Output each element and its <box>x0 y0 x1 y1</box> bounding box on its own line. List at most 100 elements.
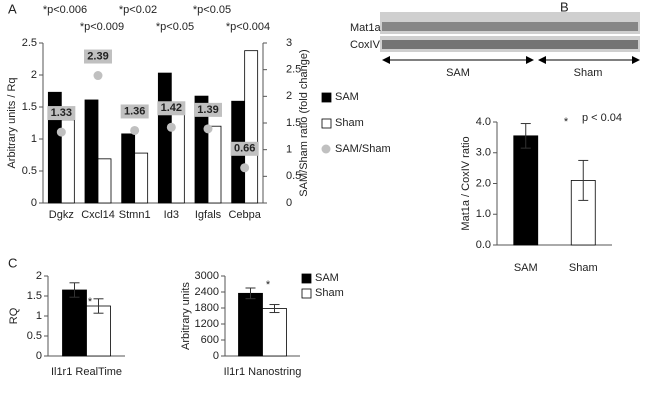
legend-marker <box>301 273 312 284</box>
annotation: p < 0.04 <box>582 112 622 124</box>
legend-label: Sham <box>315 287 344 299</box>
legend-label: Sham <box>335 117 364 129</box>
y-tick-label: 1800 <box>195 302 219 314</box>
bar <box>207 125 222 204</box>
value-label-box <box>120 104 149 119</box>
y-tick-label: 1.0 <box>476 208 491 220</box>
legend-label: SAM <box>315 272 339 284</box>
y-tick-label: 1200 <box>195 318 219 330</box>
y-tick-label: 0 <box>213 350 219 362</box>
ratio-point <box>93 71 103 81</box>
annotation: *p<0.006 <box>43 4 87 16</box>
bar <box>86 305 111 357</box>
y-axis-label: Mat1a / CoxIV ratio <box>460 136 472 230</box>
y-tick-label: 1 <box>36 310 42 322</box>
western-blot: Mat1a CoxIV SAM Sham <box>350 12 640 79</box>
y2-tick-label: 0 <box>286 197 292 209</box>
bar <box>157 72 172 204</box>
y2-tick-label: 2 <box>286 90 292 102</box>
ratio-point <box>240 163 250 173</box>
x-tick-label: Igfals <box>195 209 222 221</box>
y2-axis-label: SAM/Sham ratio (fold change) <box>298 49 310 196</box>
value-label-box <box>47 106 76 121</box>
y2-tick-label: 2.5 <box>286 64 301 76</box>
annotation: * <box>564 116 569 128</box>
bar <box>97 158 112 204</box>
bar <box>121 133 136 204</box>
y-tick-label: 1 <box>31 133 37 145</box>
x-tick-label: Stmn1 <box>119 209 151 221</box>
x-tick-label: Il1r1 Nanostring <box>224 366 302 378</box>
annotation: * <box>88 296 93 308</box>
y-tick-label: 3.0 <box>476 147 491 159</box>
y-tick-label: 0 <box>36 350 42 362</box>
y-tick-label: 0.0 <box>476 239 491 251</box>
x-tick-label: Id3 <box>164 209 179 221</box>
value-label: 1.36 <box>124 105 145 117</box>
value-label: 1.42 <box>161 102 182 114</box>
blot-group: SAM <box>446 67 470 79</box>
annotation: * <box>266 279 271 291</box>
y-tick-label: 2 <box>36 270 42 282</box>
y-tick-label: 2400 <box>195 286 219 298</box>
blot-label: CoxIV <box>350 39 381 51</box>
y-tick-label: 2 <box>31 69 37 81</box>
bar <box>238 292 263 357</box>
y-axis-label: RQ <box>8 307 20 324</box>
bar <box>513 135 539 246</box>
arrow-head <box>526 56 534 64</box>
arrow-head <box>538 56 546 64</box>
legend-marker <box>321 118 332 129</box>
panel-label: C <box>8 255 17 270</box>
ratio-point <box>166 122 176 132</box>
annotation: *p<0.009 <box>80 21 124 33</box>
ratio-point <box>203 124 213 134</box>
x-tick-label: Sham <box>569 262 598 274</box>
y-tick-label: 0.5 <box>22 165 37 177</box>
bar <box>134 152 149 204</box>
blot-band <box>382 22 638 31</box>
ratio-point <box>130 125 140 135</box>
y-tick-label: 2.5 <box>22 37 37 49</box>
annotation: *p<0.02 <box>119 4 157 16</box>
blot-band <box>382 40 638 49</box>
x-tick-label: SAM <box>514 262 538 274</box>
value-label: 0.66 <box>234 143 255 155</box>
y-tick-label: 0 <box>31 197 37 209</box>
y2-tick-label: 0.5 <box>286 170 301 182</box>
y-axis-label: Arbitrary units <box>180 282 192 350</box>
y-tick-label: 1.5 <box>22 101 37 113</box>
x-tick-label: Cxcl14 <box>81 209 115 221</box>
legend-label: SAM <box>335 91 359 103</box>
y-tick-label: 2.0 <box>476 177 491 189</box>
legend-marker <box>321 144 331 154</box>
y-tick-label: 4.0 <box>476 116 491 128</box>
legend-marker <box>321 92 332 103</box>
y2-tick-label: 1.5 <box>286 117 301 129</box>
panel-label: B <box>560 0 569 14</box>
bar <box>244 50 259 204</box>
annotation: *p<0.05 <box>156 21 194 33</box>
legend-marker <box>301 288 312 299</box>
legend-label: SAM/Sham <box>335 143 391 155</box>
arrow-head <box>632 56 640 64</box>
annotation: *p<0.05 <box>193 4 231 16</box>
y-tick-label: 3000 <box>195 270 219 282</box>
annotation: *p<0.004 <box>226 21 270 33</box>
bar <box>62 289 87 357</box>
blot-group: Sham <box>574 67 603 79</box>
y-tick-label: 600 <box>201 334 219 346</box>
bar <box>84 99 99 204</box>
panel-label: A <box>8 1 17 16</box>
value-label: 2.39 <box>87 50 108 62</box>
y-axis-label: Arbitrary units / Rq <box>6 77 18 168</box>
x-tick-label: Il1r1 RealTime <box>51 366 122 378</box>
value-label: 1.33 <box>51 107 72 119</box>
value-label-box <box>230 141 259 156</box>
y2-tick-label: 3 <box>286 37 292 49</box>
ratio-point <box>56 127 66 137</box>
value-label: 1.39 <box>197 104 218 116</box>
value-label-box <box>84 49 112 64</box>
value-label-box <box>194 102 222 117</box>
